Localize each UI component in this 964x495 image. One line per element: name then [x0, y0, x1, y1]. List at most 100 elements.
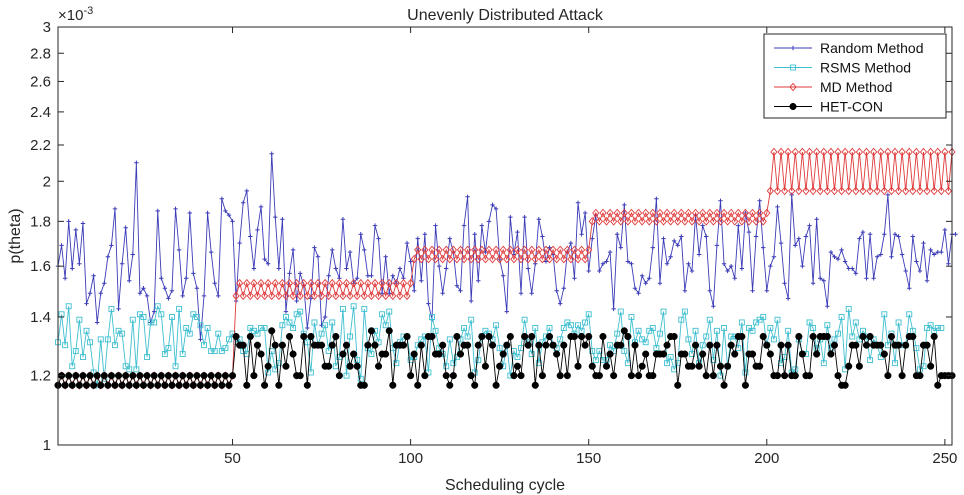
data-point: [567, 322, 574, 329]
data-point: [902, 341, 910, 349]
data-point: [358, 232, 363, 237]
data-point: [946, 261, 951, 267]
data-point: [122, 363, 129, 370]
data-point: [97, 381, 105, 389]
data-point: [273, 214, 278, 220]
data-point: [162, 286, 168, 291]
data-point: [315, 254, 321, 259]
data-point: [820, 360, 827, 367]
data-point: [595, 217, 603, 226]
data-point: [545, 254, 554, 264]
data-point: [638, 362, 646, 370]
data-point: [813, 147, 821, 157]
data-point: [464, 341, 472, 349]
data-point: [825, 304, 830, 309]
data-point: [582, 210, 588, 216]
data-point: [953, 232, 958, 237]
data-point: [538, 254, 546, 264]
data-point: [895, 341, 903, 349]
data-point: [634, 208, 643, 218]
legend-item: HET-CON: [774, 99, 883, 115]
data-point: [79, 354, 86, 361]
data-point: [515, 229, 520, 235]
data-point: [710, 357, 717, 364]
data-point: [713, 208, 721, 218]
data-point: [66, 219, 71, 224]
data-point: [521, 245, 529, 255]
data-point: [261, 381, 269, 389]
data-point: [917, 268, 923, 274]
data-point: [237, 240, 242, 246]
data-point: [387, 291, 392, 296]
data-point: [781, 186, 789, 196]
data-point: [549, 245, 557, 255]
data-point: [711, 304, 716, 309]
data-point: [374, 291, 383, 301]
data-point: [510, 372, 518, 380]
data-point: [503, 341, 511, 349]
data-point: [389, 381, 397, 389]
data-point: [226, 212, 232, 218]
data-point: [169, 314, 175, 320]
y-tick-label: 1.8: [30, 213, 51, 230]
data-point: [322, 322, 329, 329]
data-point: [749, 327, 756, 334]
legend-label: HET-CON: [820, 99, 883, 115]
data-point: [360, 381, 368, 389]
data-point: [877, 341, 885, 349]
data-point: [805, 147, 814, 157]
data-point: [777, 147, 785, 157]
data-point: [663, 208, 671, 218]
data-point: [478, 332, 486, 341]
data-point: [191, 271, 196, 276]
data-point: [860, 229, 866, 235]
data-point: [257, 350, 265, 358]
data-point: [258, 204, 264, 210]
data-point: [283, 314, 289, 320]
data-point: [785, 327, 792, 334]
data-point: [421, 372, 429, 380]
data-point: [172, 363, 179, 370]
data-point: [269, 151, 274, 156]
data-point: [132, 381, 140, 389]
data-point: [741, 208, 750, 218]
data-point: [481, 254, 489, 264]
data-point: [631, 217, 639, 226]
data-point: [788, 186, 796, 196]
data-point: [800, 263, 805, 269]
data-point: [909, 332, 917, 341]
data-point: [447, 236, 452, 241]
data-point: [581, 341, 589, 349]
data-point: [885, 192, 891, 198]
data-point: [112, 206, 118, 212]
data-point: [350, 350, 358, 358]
data-point: [656, 330, 663, 337]
data-point: [280, 217, 285, 222]
data-point: [454, 283, 460, 288]
legend-marker: [789, 82, 797, 92]
data-point: [839, 247, 844, 253]
data-point: [396, 291, 404, 301]
data-point: [419, 278, 424, 283]
data-point: [87, 339, 94, 346]
data-point: [803, 234, 809, 239]
data-point: [923, 341, 931, 349]
data-point: [827, 147, 835, 157]
data-point: [426, 301, 431, 306]
data-point: [738, 319, 745, 326]
data-point: [671, 238, 677, 244]
data-point: [806, 319, 813, 326]
data-point: [116, 306, 121, 312]
data-point: [347, 249, 353, 255]
data-point: [628, 314, 635, 320]
data-point: [841, 147, 849, 157]
data-point: [638, 217, 646, 226]
data-point: [435, 245, 443, 255]
data-point: [684, 208, 693, 218]
x-tick-label: 100: [398, 450, 423, 467]
data-point: [465, 194, 470, 200]
data-point: [621, 348, 628, 355]
data-point: [592, 208, 600, 218]
data-point: [798, 350, 806, 358]
data-point: [575, 322, 581, 329]
